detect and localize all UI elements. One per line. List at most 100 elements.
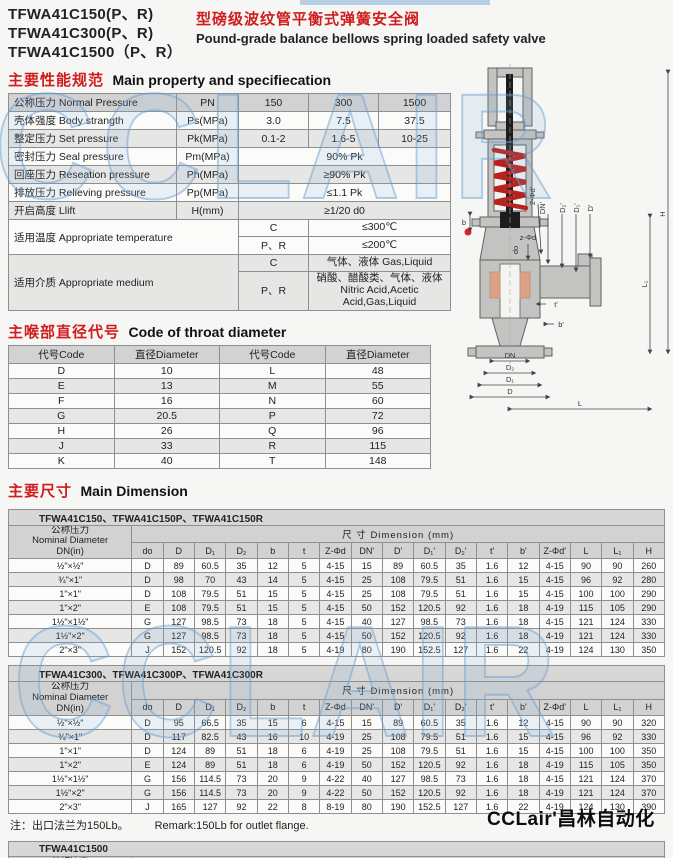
- table-cell: 4-15: [319, 572, 352, 588]
- table-cell: 40: [350, 614, 383, 630]
- table-cell: 1"×1": [7, 743, 133, 759]
- table-cell: D: [131, 572, 164, 588]
- table-cell: 22: [507, 799, 540, 815]
- table-cell: G: [8, 407, 115, 424]
- table-cell: 190: [381, 799, 415, 815]
- table-cell: 51: [225, 600, 258, 616]
- table-cell: 66.5: [193, 715, 227, 731]
- table-cell: 18: [507, 785, 540, 801]
- table-cell: 1.6: [475, 642, 509, 658]
- table-cell: 公称压力 Nominal Diameter DN(in): [7, 524, 133, 560]
- table-cell: 124: [569, 799, 603, 815]
- table-cell: 330: [632, 628, 666, 644]
- dim-label-D: D: [507, 387, 513, 396]
- table-cell: 60: [324, 392, 431, 409]
- table-cell: 90: [601, 715, 634, 731]
- section-title-zh: 主喉部直径代号: [8, 323, 121, 341]
- table-cell: 1.6: [475, 729, 509, 745]
- table-cell: 公称压力 Nominal Diameter DN(in): [7, 681, 133, 717]
- table-cell: 10: [287, 729, 321, 745]
- table-cell: 108: [381, 729, 415, 745]
- table-cell: Pp(MPa): [176, 183, 239, 203]
- table-row: D 10 L 48: [8, 362, 431, 379]
- dim-label-DN-prime: DN': [538, 201, 547, 214]
- table-cell: D: [131, 586, 164, 602]
- table-cell: 79.5: [413, 572, 446, 588]
- table-cell: 1"×2": [7, 600, 133, 616]
- table-cell: 整定压力 Set pressure: [8, 129, 177, 149]
- table-cell: 124: [162, 743, 195, 759]
- section-title-spec: 主要性能规范 Main property and specifiecation: [8, 69, 665, 90]
- dim-label-z-phid: z-Φd: [520, 233, 536, 242]
- dim-label-2-phid: 2-Φd': [528, 186, 537, 205]
- table-cell: 2"×3": [7, 642, 133, 658]
- table-row: 1½"×2" G 127 98.5 73 18 5 4-15 50 152 120.5 92 1.6 18…: [7, 628, 666, 644]
- dim-label-DN: DN: [505, 351, 516, 360]
- table-cell: 73: [444, 771, 477, 787]
- brand-logo-text: CCLair'昌林自动化: [487, 809, 655, 830]
- section-title-throat: 主喉部直径代号 Code of throat diameter: [8, 321, 665, 342]
- table-cell: 280: [632, 572, 666, 588]
- table-cell: 4-15: [538, 614, 571, 630]
- table-cell: 370: [632, 785, 666, 801]
- table-cell: 35: [444, 558, 477, 574]
- table-cell: Z-Φd: [319, 541, 352, 560]
- table-cell: 124: [601, 785, 634, 801]
- table-row: 壳体强度 Body strangth Ps(MPa) 3.0 7.5 37.5: [8, 111, 451, 131]
- table-cell: 127: [162, 628, 195, 644]
- table-cell: 124: [601, 614, 634, 630]
- table-row: ¾"×1" D 98 70 43 14 5 4-15 25 108 79.5 51 1.6 15 4-15 9…: [7, 572, 666, 588]
- table-cell: Ps(MPa): [176, 111, 239, 131]
- table-cell: 80: [350, 642, 383, 658]
- dim-label-D-prime: D': [586, 204, 595, 211]
- table-cell: 156: [162, 785, 195, 801]
- table-cell: 壳体强度 Body strangth: [8, 111, 177, 131]
- table-row: 回座压力 Reseation pressure Ph(MPa) ≥90% Pk: [8, 165, 451, 185]
- table-cell: 8-19: [319, 799, 352, 815]
- table-cell: D: [162, 541, 195, 560]
- dim-tables: TFWA41C150、TFWA41C150P、TFWA41C150R 公称压力 N…: [7, 508, 666, 858]
- table-cell: Ph(MPa): [176, 165, 239, 185]
- table-cell: 124: [569, 642, 603, 658]
- table-cell: 15: [507, 729, 540, 745]
- table-cell: 1.6: [475, 757, 509, 773]
- table-cell: D₂': [444, 698, 477, 717]
- valve-cross-section: H L₁ L D D₁ D₂ DN do z-Φd 2-Φd' b t' b' …: [462, 64, 671, 412]
- dimension-table: TFWA41C300、TFWA41C300P、TFWA41C300R 公称压力 N…: [7, 665, 666, 815]
- table-cell: 51: [444, 586, 477, 602]
- spec-table: 公称压力 Normal Pressure PN 150 300 1500 壳体强度 Bod…: [8, 93, 451, 311]
- dimension-table: TFWA41C150、TFWA41C150P、TFWA41C150R 公称压力 N…: [7, 508, 666, 658]
- table-cell: D': [381, 541, 415, 560]
- table-cell: 98.5: [193, 614, 227, 630]
- table-row: 1"×2" E 124 89 51 18 6 4-19 50 152 120.5 92 1.6 18 4-1…: [7, 757, 666, 773]
- table-cell: 22: [507, 642, 540, 658]
- table-cell: 4-15: [319, 586, 352, 602]
- table-cell: R: [219, 437, 326, 454]
- table-cell: 18: [256, 642, 289, 658]
- table-cell: b': [507, 541, 540, 560]
- table-cell: 43: [225, 729, 258, 745]
- table-cell: 15: [256, 586, 289, 602]
- table-cell: 33: [113, 437, 220, 454]
- table-cell: 43: [225, 572, 258, 588]
- table-cell: K: [8, 452, 115, 469]
- table-cell: 4-15: [538, 572, 571, 588]
- table-cell: b: [256, 698, 289, 717]
- table-cell: TFWA41C300、TFWA41C300P、TFWA41C300R: [8, 665, 665, 683]
- table-cell: 12: [256, 558, 289, 574]
- table-cell: ≥90% Pk: [238, 165, 451, 185]
- table-cell: 50: [350, 600, 383, 616]
- table-row: F 16 N 60: [8, 392, 431, 409]
- table-cell: 50: [350, 757, 383, 773]
- table-cell: D: [131, 558, 164, 574]
- table-cell: 20: [256, 785, 289, 801]
- dim-label-D1-prime: D₁': [572, 203, 581, 213]
- table-cell: 100: [601, 586, 634, 602]
- table-cell: 4-22: [319, 785, 352, 801]
- table-cell: 5: [287, 586, 321, 602]
- table-cell: ¾"×1": [7, 729, 133, 745]
- table-cell: 290: [632, 600, 666, 616]
- table-cell: 92: [225, 799, 258, 815]
- section-title-en: Code of throat diameter: [128, 323, 287, 340]
